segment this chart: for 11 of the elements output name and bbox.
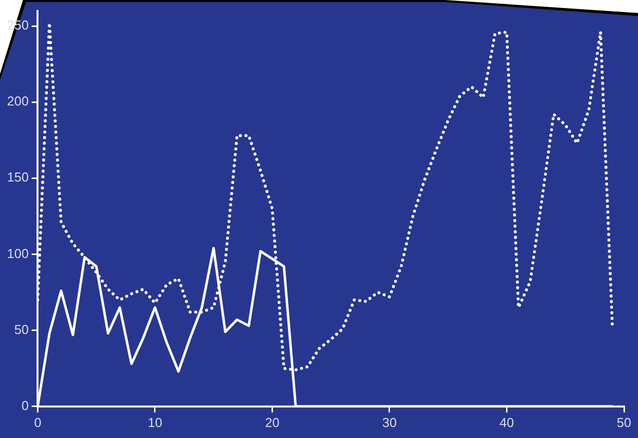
x-tick-label: 20 <box>264 414 280 430</box>
x-tick-label: 50 <box>616 414 632 430</box>
x-tick-label: 30 <box>382 414 397 430</box>
y-tick-label: 50 <box>14 322 29 337</box>
x-tick-label: 10 <box>148 414 162 430</box>
y-tick-label: 150 <box>6 170 29 185</box>
y-tick-label: 0 <box>21 398 29 413</box>
y-tick-label: 100 <box>6 246 29 261</box>
y-tick-label: 200 <box>6 94 29 109</box>
x-tick-label: 40 <box>500 414 514 430</box>
x-tick-label: 0 <box>34 414 42 430</box>
